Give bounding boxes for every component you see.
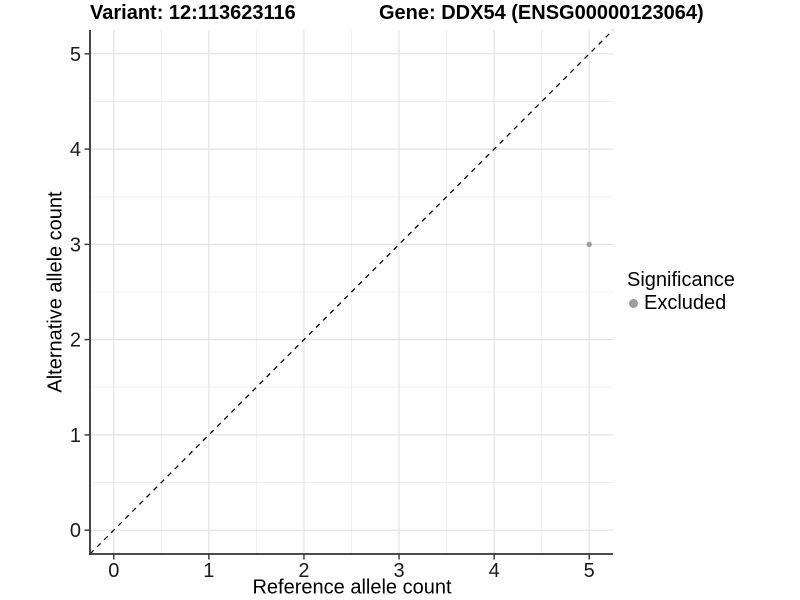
legend-item-excluded: Excluded (629, 292, 735, 314)
y-axis-title: Alternative allele count (44, 191, 67, 393)
plot-title-variant: Variant: 12:113623116 (90, 2, 296, 24)
svg-text:4: 4 (70, 139, 81, 161)
svg-text:1: 1 (203, 560, 214, 582)
x-axis-title: Reference allele count (252, 576, 452, 599)
svg-text:0: 0 (70, 520, 81, 542)
legend: Significance Excluded (627, 269, 735, 314)
legend-title: Significance (627, 269, 735, 291)
svg-text:3: 3 (70, 234, 81, 256)
svg-text:2: 2 (70, 330, 81, 352)
legend-item-label: Excluded (644, 292, 727, 314)
svg-text:0: 0 (108, 560, 119, 582)
excluded-point-swatch (629, 298, 638, 308)
svg-text:5: 5 (70, 44, 81, 66)
svg-text:4: 4 (489, 560, 500, 582)
svg-text:1: 1 (70, 425, 81, 447)
svg-text:5: 5 (584, 560, 595, 582)
svg-text:2: 2 (298, 560, 309, 582)
plot-title-gene: Gene: DDX54 (ENSG00000123064) (379, 2, 704, 24)
svg-text:3: 3 (393, 560, 404, 582)
